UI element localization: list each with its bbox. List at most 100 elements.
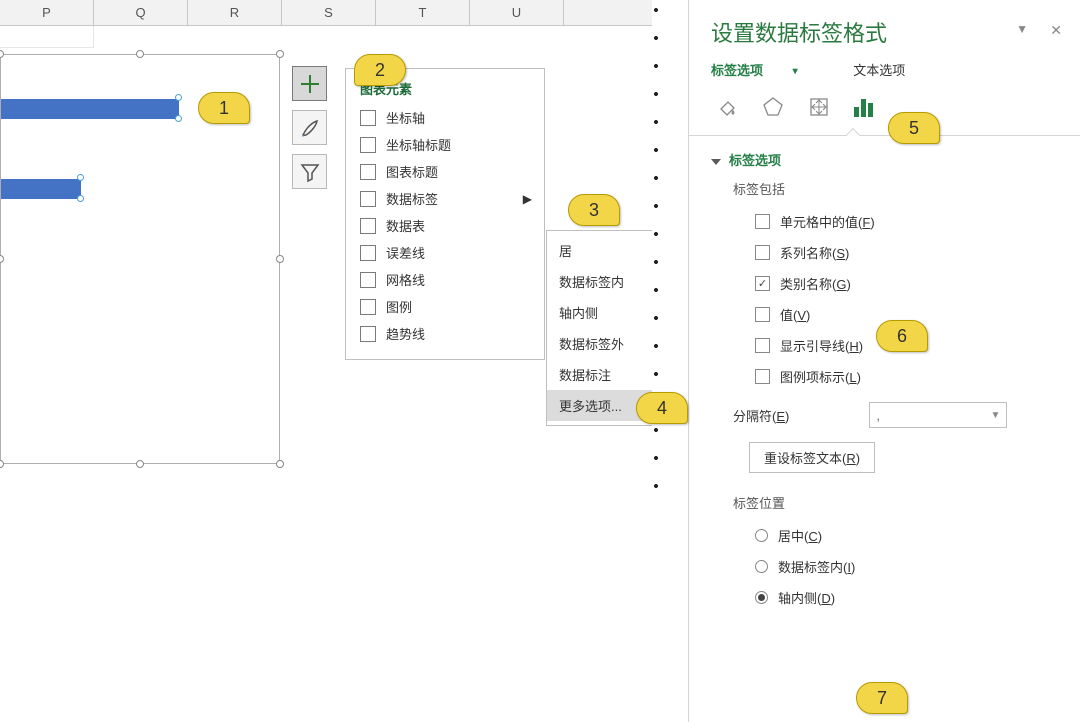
col-header[interactable]: T bbox=[376, 0, 470, 25]
col-header[interactable]: P bbox=[0, 0, 94, 25]
pane-separator bbox=[689, 135, 1080, 136]
submenu-item[interactable]: 数据标签内 bbox=[547, 266, 653, 297]
label-position-list: 居中(C) 数据标签内(I) 轴内侧(D) bbox=[755, 520, 1060, 613]
selection-handle[interactable] bbox=[276, 50, 284, 58]
flyout-item-label: 图表标题 bbox=[386, 162, 438, 181]
flyout-item-axis-titles[interactable]: 坐标轴标题 bbox=[360, 131, 530, 158]
col-header[interactable]: U bbox=[470, 0, 564, 25]
label-includes-list: 单元格中的值(F) 系列名称(S) ✓类别名称(G) 值(V) 显示引导线(H)… bbox=[755, 206, 1060, 392]
flyout-item-error-bars[interactable]: 误差线 bbox=[360, 239, 530, 266]
opt-series-name[interactable]: 系列名称(S) bbox=[755, 237, 1060, 268]
radio-icon[interactable] bbox=[755, 560, 768, 573]
callout-badge: 3 bbox=[568, 194, 620, 226]
checkbox-icon[interactable] bbox=[360, 299, 376, 315]
radio-icon[interactable] bbox=[755, 591, 768, 604]
tab-label-options[interactable]: 标签选项 ▾ bbox=[711, 60, 824, 79]
opt-label: 显示引导线(H) bbox=[780, 336, 863, 355]
data-point-handle[interactable] bbox=[77, 195, 84, 202]
pos-inside-end[interactable]: 数据标签内(I) bbox=[755, 551, 1060, 582]
checkbox-icon[interactable] bbox=[755, 369, 770, 384]
selection-handle[interactable] bbox=[276, 460, 284, 468]
checkbox-icon[interactable]: ✓ bbox=[755, 276, 770, 291]
column-headers: P Q R S T U bbox=[0, 0, 668, 26]
tab-text-options[interactable]: 文本选项 bbox=[853, 60, 905, 79]
submenu-arrow-icon: ▶ bbox=[523, 192, 532, 206]
separator-select[interactable]: , ▼ bbox=[869, 402, 1007, 428]
checkbox-icon[interactable] bbox=[755, 307, 770, 322]
callout-badge: 7 bbox=[856, 682, 908, 714]
chevron-down-icon: ▾ bbox=[793, 66, 798, 77]
plus-icon bbox=[299, 73, 321, 95]
chart-bar[interactable] bbox=[1, 99, 179, 119]
flyout-item-gridlines[interactable]: 网格线 bbox=[360, 266, 530, 293]
funnel-icon bbox=[299, 161, 321, 183]
chart-elements-button[interactable] bbox=[292, 66, 327, 101]
reset-label-text-button[interactable]: 重设标签文本(R) bbox=[749, 442, 875, 473]
size-icon bbox=[807, 95, 831, 119]
submenu-item[interactable]: 数据标签外 bbox=[547, 328, 653, 359]
checkbox-icon[interactable] bbox=[755, 245, 770, 260]
flyout-item-axes[interactable]: 坐标轴 bbox=[360, 104, 530, 131]
data-point-handle[interactable] bbox=[175, 94, 182, 101]
opt-label: 轴内侧(D) bbox=[778, 588, 835, 607]
label-includes-heading: 标签包括 bbox=[733, 179, 1060, 198]
size-properties-icon[interactable] bbox=[805, 93, 833, 121]
flyout-item-label: 坐标轴标题 bbox=[386, 135, 451, 154]
flyout-item-trendline[interactable]: 趋势线 bbox=[360, 320, 530, 347]
data-point-handle[interactable] bbox=[77, 174, 84, 181]
label-options-icon[interactable] bbox=[851, 93, 879, 121]
opt-label: 系列名称(S) bbox=[780, 243, 849, 262]
fill-line-icon[interactable] bbox=[713, 93, 741, 121]
checkbox-icon[interactable] bbox=[360, 326, 376, 342]
section-label-options[interactable]: 标签选项 bbox=[711, 150, 1060, 169]
opt-legend-key[interactable]: 图例项标示(L) bbox=[755, 361, 1060, 392]
checkbox-icon[interactable] bbox=[360, 164, 376, 180]
chevron-down-icon: ▼ bbox=[990, 410, 1000, 421]
pane-close-icon[interactable]: ✕ bbox=[1050, 22, 1062, 39]
opt-value-from-cells[interactable]: 单元格中的值(F) bbox=[755, 206, 1060, 237]
checkbox-icon[interactable] bbox=[360, 191, 376, 207]
opt-label: 居中(C) bbox=[778, 526, 822, 545]
separator-value: , bbox=[876, 408, 880, 423]
checkbox-icon[interactable] bbox=[360, 272, 376, 288]
checkbox-icon[interactable] bbox=[755, 214, 770, 229]
flyout-item-data-labels[interactable]: 数据标签▶ bbox=[360, 185, 530, 212]
submenu-item[interactable]: 轴内侧 bbox=[547, 297, 653, 328]
callout-badge: 2 bbox=[354, 54, 406, 86]
callout-badge: 5 bbox=[888, 112, 940, 144]
chart-styles-button[interactable] bbox=[292, 110, 327, 145]
flyout-item-data-table[interactable]: 数据表 bbox=[360, 212, 530, 239]
checkbox-icon[interactable] bbox=[360, 218, 376, 234]
pos-inside-base[interactable]: 轴内侧(D) bbox=[755, 582, 1060, 613]
submenu-item[interactable]: 数据标注 bbox=[547, 359, 653, 390]
col-header[interactable]: R bbox=[188, 0, 282, 25]
pos-center[interactable]: 居中(C) bbox=[755, 520, 1060, 551]
checkbox-icon[interactable] bbox=[360, 137, 376, 153]
separator-row: 分隔符(E) , ▼ bbox=[733, 402, 1060, 428]
flyout-item-label: 坐标轴 bbox=[386, 108, 425, 127]
selection-handle[interactable] bbox=[136, 50, 144, 58]
effects-icon[interactable] bbox=[759, 93, 787, 121]
chart-filter-button[interactable] bbox=[292, 154, 327, 189]
submenu-item[interactable]: 居 bbox=[547, 235, 653, 266]
col-header[interactable]: Q bbox=[94, 0, 188, 25]
opt-label: 类别名称(G) bbox=[780, 274, 851, 293]
radio-icon[interactable] bbox=[755, 529, 768, 542]
flyout-item-legend[interactable]: 图例 bbox=[360, 293, 530, 320]
selection-handle[interactable] bbox=[136, 460, 144, 468]
selection-handle[interactable] bbox=[0, 50, 4, 58]
col-header[interactable]: S bbox=[282, 0, 376, 25]
spreadsheet-area: P Q R S T U 图表元素 坐标轴 bbox=[0, 0, 668, 500]
pane-collapse-icon[interactable]: ▼ bbox=[1016, 22, 1028, 36]
separator-label: 分隔符(E) bbox=[733, 406, 789, 425]
checkbox-icon[interactable] bbox=[360, 245, 376, 261]
chart-bar[interactable] bbox=[1, 179, 81, 199]
flyout-item-chart-title[interactable]: 图表标题 bbox=[360, 158, 530, 185]
selection-handle[interactable] bbox=[0, 255, 4, 263]
selection-handle[interactable] bbox=[276, 255, 284, 263]
checkbox-icon[interactable] bbox=[360, 110, 376, 126]
pentagon-icon bbox=[761, 95, 785, 119]
opt-category-name[interactable]: ✓ 类别名称(G) bbox=[755, 268, 1060, 299]
data-point-handle[interactable] bbox=[175, 115, 182, 122]
checkbox-icon[interactable] bbox=[755, 338, 770, 353]
